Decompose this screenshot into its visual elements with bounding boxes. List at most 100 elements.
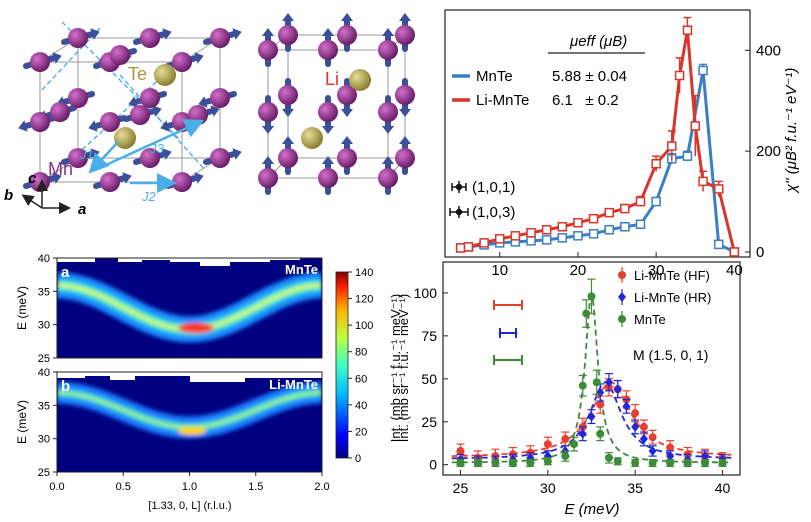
te-label: Te <box>128 64 147 84</box>
data-point <box>622 401 631 412</box>
j3-bond <box>94 119 205 172</box>
spin-arrowhead <box>162 28 172 40</box>
data-point <box>557 222 568 232</box>
li-atom <box>349 69 371 91</box>
y-tick-label: 100 <box>414 285 438 301</box>
y-tick-label: 25 <box>38 467 50 479</box>
data-point <box>541 235 552 245</box>
data-point <box>683 458 692 467</box>
x-tick-label: 1.5 <box>248 481 263 493</box>
mn-atom <box>378 40 398 60</box>
data-point <box>456 446 465 455</box>
data-point <box>682 25 693 35</box>
mn-atom <box>318 168 338 188</box>
x-tick-label: 25 <box>453 480 469 496</box>
x-ticks: 10 20 30 40 <box>491 252 743 279</box>
data-point <box>508 458 517 467</box>
data-point <box>463 242 474 252</box>
data-point <box>648 445 657 456</box>
y-axis-label: E (meV) <box>15 286 29 330</box>
y-axis-label: E (meV) <box>15 400 29 444</box>
data-point <box>596 429 605 438</box>
spin-arrowhead <box>382 126 394 134</box>
data-point <box>573 231 583 241</box>
spin-arrowhead <box>210 105 220 117</box>
data-point <box>713 184 724 194</box>
j1-bond <box>88 141 119 174</box>
spin-arrowhead <box>52 52 62 64</box>
colorbar-tick-label: 60 <box>355 373 367 385</box>
colorbar-tick-label: 80 <box>355 347 367 359</box>
te-atom <box>114 127 136 149</box>
x-tick-label: 0.5 <box>116 481 131 493</box>
spin-arrowhead <box>232 28 242 40</box>
spin-arrowhead <box>382 156 394 164</box>
panel-title-li-mnte: Li-MnTe <box>269 377 318 392</box>
mn-atom <box>140 88 160 108</box>
mn-atom <box>337 25 357 45</box>
data-point <box>543 440 552 449</box>
data-point <box>570 440 579 449</box>
spin-arrowhead <box>322 126 334 134</box>
data-point <box>596 387 605 398</box>
b-axis-arrow <box>21 194 43 209</box>
mn-atom <box>130 105 150 125</box>
legend-marker <box>618 292 626 302</box>
spin-arrowhead <box>162 148 172 160</box>
spin-arrowhead <box>282 109 294 117</box>
mnte-structure: Te Mn J1 J3 J2 c b a <box>4 21 242 218</box>
resolution-label-101: (1,0,1) <box>472 179 515 196</box>
mn-atom <box>318 40 338 60</box>
panel-label-b: b <box>61 378 70 395</box>
data-point <box>666 451 675 462</box>
data-point <box>690 121 701 131</box>
mn-atom <box>395 148 415 168</box>
intensity-hotspot <box>178 323 214 333</box>
masked-region <box>118 258 300 266</box>
y-tick-label: 50 <box>421 371 437 387</box>
spin-arrowhead <box>399 13 411 21</box>
resolution-bar-hr <box>499 328 517 338</box>
spin-arrowhead <box>322 28 334 36</box>
x-tick-label: 30 <box>648 262 665 279</box>
x-tick-label: 40 <box>726 262 743 279</box>
mn-atom <box>140 28 160 48</box>
data-point <box>526 458 535 467</box>
y-ticks: 0 200 400 <box>745 42 781 261</box>
data-point <box>588 229 599 239</box>
mn-atom <box>100 112 120 132</box>
mn-label: Mn <box>48 159 73 179</box>
mn-atom <box>172 172 192 192</box>
li-mnte-structure: Li <box>258 13 415 195</box>
spin-arrowhead <box>122 172 132 184</box>
data-point <box>604 225 614 235</box>
mueff-mnte: 5.88 ± 0.04 <box>552 68 627 85</box>
masked-region <box>57 372 322 382</box>
mueff-li-mnte: 6.1 ± 0.2 <box>552 92 619 109</box>
data-point <box>651 196 661 207</box>
spin-arrowhead <box>88 120 98 132</box>
series-layer <box>455 16 740 257</box>
colorbar-tick-label: 120 <box>355 294 373 306</box>
y-tick-label: 400 <box>756 42 781 59</box>
li-atom <box>301 127 323 149</box>
data-point <box>613 384 622 395</box>
spin-arrowhead <box>90 28 100 40</box>
energy-cut-chart: 25 30 35 40 0 25 50 75 100 E (meV) Int. (mb sr⁻… <box>396 261 741 518</box>
x-axis-label: E (meV) <box>564 501 619 518</box>
mn-atom <box>30 52 50 72</box>
j3-label: J3 <box>149 141 165 156</box>
y-tick-label: 0 <box>429 457 437 473</box>
data-point <box>682 151 693 161</box>
data-point <box>698 65 708 76</box>
x-tick-label: 1.0 <box>182 481 197 493</box>
spin-arrowhead <box>194 172 204 184</box>
legend-label-mnte: MnTe <box>476 68 513 85</box>
x-tick-label: 10 <box>491 262 508 279</box>
spin-arrowhead <box>399 136 411 144</box>
data-point <box>543 457 552 466</box>
j2-label: J2 <box>141 189 157 204</box>
legend-marker <box>618 315 626 323</box>
heatmap-li-mnte: b Li-MnTe 25 30 35 40 0.0 0.5 1.0 1.5 2.0 E (me… <box>15 367 330 512</box>
data-point <box>588 213 599 224</box>
